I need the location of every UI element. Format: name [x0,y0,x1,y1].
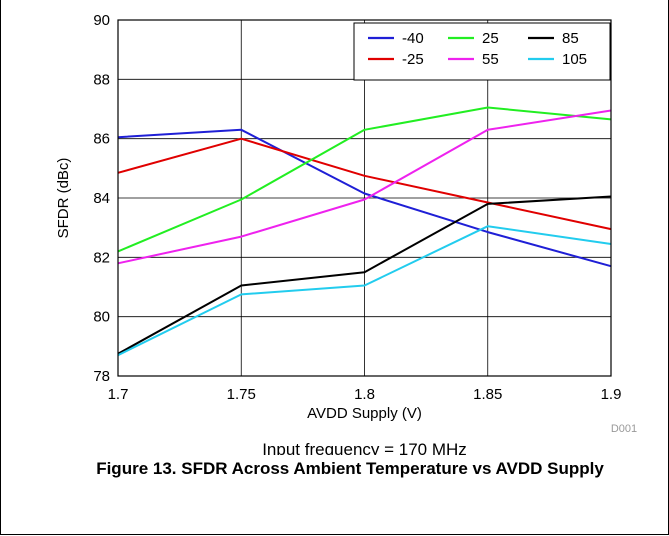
y-tick-label: 80 [93,309,110,326]
series-line--40 [117,128,612,268]
y-tick-label: 90 [93,12,110,29]
legend-label-85: 85 [562,30,579,47]
x-tick-labels: 1.7 1.75 1.8 1.85 1.9 [108,386,622,403]
y-axis-label: SFDR (dBc) [55,158,72,239]
input-frequency-note: Input frequency = 170 MHz [262,440,467,455]
x-tick-label: 1.7 [108,386,129,403]
series-line-55 [117,109,612,265]
plot-area-border [117,19,612,377]
legend-label-25: 25 [482,30,499,47]
figure-caption: Figure 13. SFDR Across Ambient Temperatu… [96,459,604,478]
y-tick-label: 86 [93,131,110,148]
y-tick-labels: 78 80 82 84 86 88 90 [93,12,110,385]
x-tick-label: 1.85 [473,386,502,403]
legend-label-105: 105 [562,51,587,68]
x-tick-label: 1.9 [601,386,622,403]
y-tick-label: 84 [93,190,110,207]
series-line--25 [117,137,612,231]
x-tick-label: 1.75 [227,386,256,403]
sfdr-line-chart: 78 80 82 84 86 88 90 1.7 1.75 1.8 1.85 1.9 SFDR (d… [55,12,637,455]
series-line-25 [117,106,612,253]
x-axis-label: AVDD Supply (V) [307,405,422,422]
series-line-105 [117,225,612,357]
y-tick-label: 88 [93,71,110,88]
legend-box [353,22,611,81]
legend-label--40: -40 [402,30,424,47]
legend-label--25: -25 [402,51,424,68]
series-line-85 [117,195,612,355]
figure-code: D001 [611,423,637,435]
series-lines [117,106,612,357]
legend: -40 25 85 -25 55 105 [353,22,611,81]
legend-label-55: 55 [482,51,499,68]
y-tick-label: 82 [93,249,110,266]
y-tick-label: 78 [93,368,110,385]
x-tick-label: 1.8 [354,386,375,403]
